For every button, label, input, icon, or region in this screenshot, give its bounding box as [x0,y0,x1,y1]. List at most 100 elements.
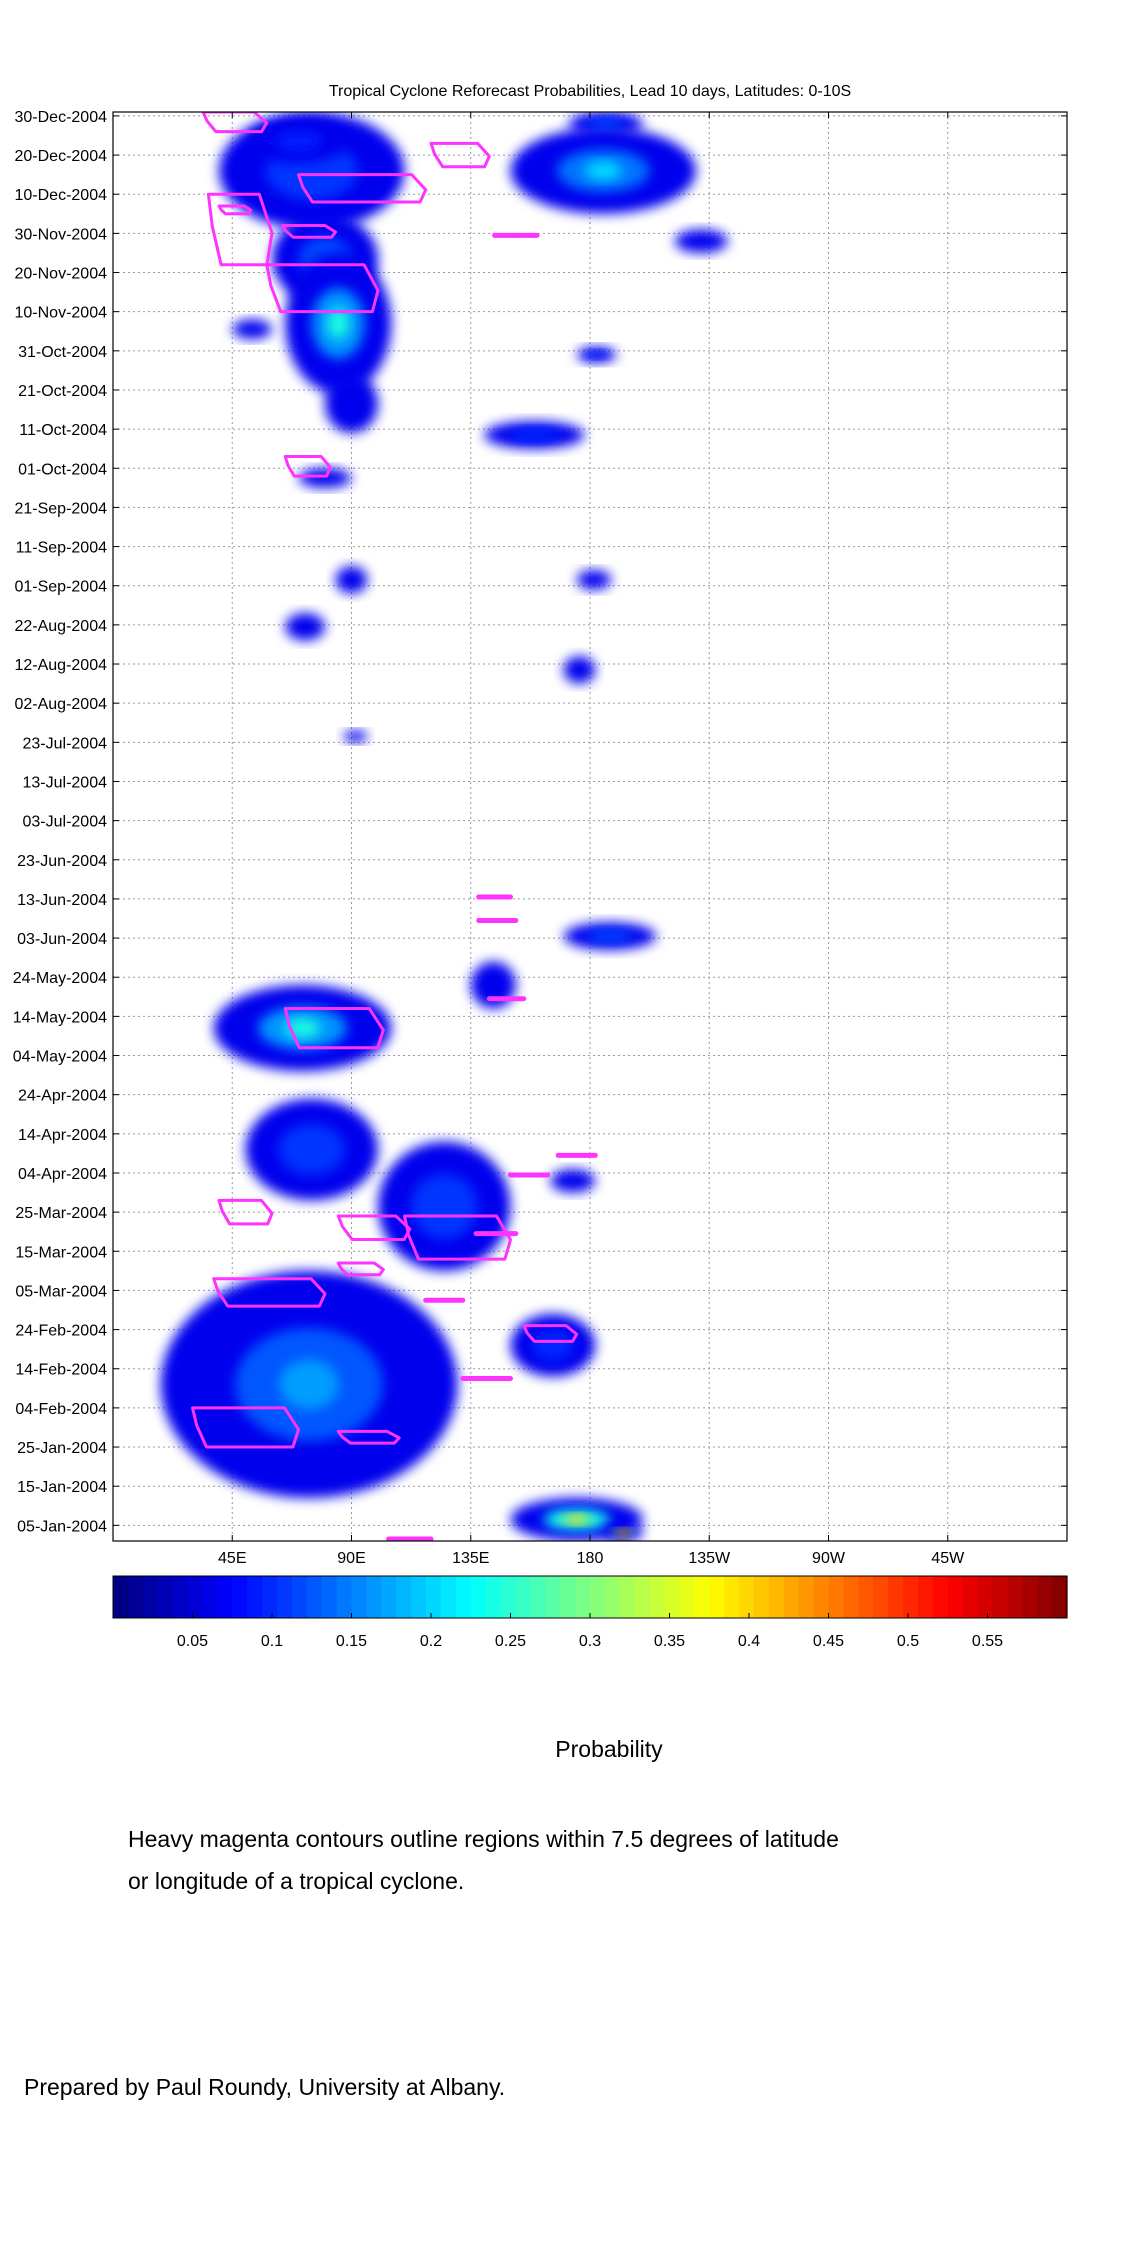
x-tick-label: 135E [452,1550,489,1567]
y-tick-label: 21-Sep-2004 [14,500,107,517]
colorbar-swatch [560,1576,576,1618]
probability-region [285,252,392,394]
y-tick-label: 24-Feb-2004 [15,1323,107,1340]
colorbar-swatch [649,1576,666,1618]
region-base [325,374,378,434]
probability-region [378,1141,511,1271]
colorbar-swatch [739,1576,755,1618]
y-tick-label: 25-Mar-2004 [15,1205,107,1222]
y-tick-label: 30-Dec-2004 [15,109,108,126]
region-base [674,229,728,253]
colorbar-swatch [932,1576,949,1618]
cyclone-contour [336,1214,412,1242]
y-tick-label: 14-May-2004 [13,1009,107,1026]
probability-region [483,421,585,449]
y-tick-label: 23-Jun-2004 [17,853,107,870]
colorbar-swatch [187,1576,204,1618]
colorbar-swatch [470,1576,487,1618]
colorbar-label: Probability [555,1736,663,1762]
note-line-2: or longitude of a tropical cyclone. [128,1868,465,1894]
region-base [470,961,516,1009]
colorbar-swatch [336,1576,353,1618]
note-line-1: Heavy magenta contours outline regions w… [128,1826,839,1852]
y-tick-label: 11-Sep-2004 [16,540,107,557]
colorbar-tick-label: 0.4 [738,1633,760,1650]
colorbar-swatch [455,1576,472,1618]
y-tick-label: 01-Oct-2004 [18,461,107,478]
probability-region [603,1525,643,1541]
region-base [232,319,272,340]
probability-region [563,656,596,684]
colorbar-tick-label: 0.1 [261,1633,283,1650]
colorbar-swatch [619,1576,636,1618]
y-tick-label: 21-Oct-2004 [18,383,107,400]
y-tick-label: 05-Mar-2004 [15,1283,107,1300]
colorbar-tick-label: 0.2 [420,1633,442,1650]
colorbar-swatch [679,1576,695,1618]
region-peak [279,1359,339,1410]
probability-region [563,922,657,950]
colorbar-swatch [485,1576,502,1618]
cyclone-contour [281,224,338,239]
colorbar-swatch [888,1576,904,1618]
probability-region [325,374,378,434]
y-tick-label: 04-Feb-2004 [15,1401,107,1418]
colorbar-swatch [515,1576,531,1618]
colorbar-swatch [247,1576,263,1618]
colorbar-swatch [903,1576,919,1618]
colorbar-swatch [768,1576,785,1618]
colorbar-swatch [590,1576,606,1618]
colorbar-swatch [634,1576,651,1618]
chart-title: Tropical Cyclone Reforecast Probabilitie… [329,83,851,100]
y-tick-label: 24-May-2004 [13,970,107,987]
cyclone-contours [191,112,598,1541]
y-tick-label: 13-Jun-2004 [17,892,107,909]
region-peak [327,307,349,339]
probability-region [298,468,352,488]
y-tick-label: 04-May-2004 [13,1049,107,1066]
y-tick-label: 25-Jan-2004 [17,1440,107,1457]
region-base [335,566,368,594]
colorbar: 0.05 0.1 0.15 0.2 0.25 0.3 0.35 0.4 0.45 0.5 0.55 [112,1575,1068,1650]
y-tick-label: 10-Dec-2004 [15,187,108,204]
cyclone-contour [336,1261,385,1277]
colorbar-swatch [276,1576,293,1618]
cyclone-contour [297,173,428,204]
cyclone-contour [217,1198,274,1226]
colorbar-swatch [873,1576,889,1618]
colorbar-swatch [798,1576,815,1618]
region-base [285,613,325,641]
colorbar-swatch [962,1576,979,1618]
colorbar-swatch [440,1576,457,1618]
region-peak [563,1514,590,1525]
region-base [343,730,368,743]
x-axis: 45E 90E 135E 180 135W 90W 45W [218,112,965,1567]
y-tick-label: 12-Aug-2004 [14,657,107,674]
region-mid [586,350,607,359]
colorbar-tick-label: 0.05 [177,1633,208,1650]
colorbar-swatch [172,1576,189,1618]
y-axis: 05-Jan-2004 15-Jan-2004 25-Jan-2004 04-Feb-… [13,109,1067,1535]
colorbar-swatch [828,1576,845,1618]
region-base [563,656,596,684]
x-tick-label: 90E [337,1550,365,1567]
colorbar-tick-label: 0.45 [813,1633,844,1650]
probability-region [576,570,612,590]
x-tick-label: 45W [931,1550,965,1567]
colorbar-tick-label: 0.3 [579,1633,601,1650]
cyclone-contour [283,1007,385,1050]
colorbar-swatch [142,1576,159,1618]
colorbar-swatch [709,1576,725,1618]
colorbar-swatch [202,1576,218,1618]
probability-region [213,985,392,1072]
probability-region [343,730,368,743]
region-base [298,468,352,488]
colorbar-swatch [977,1576,994,1618]
region-mid [587,117,625,130]
colorbar-swatch [262,1576,278,1618]
colorbar-swatch [724,1576,740,1618]
x-tick-label: 180 [577,1550,604,1567]
colorbar-swatch [426,1576,442,1618]
y-tick-label: 15-Jan-2004 [17,1479,107,1496]
